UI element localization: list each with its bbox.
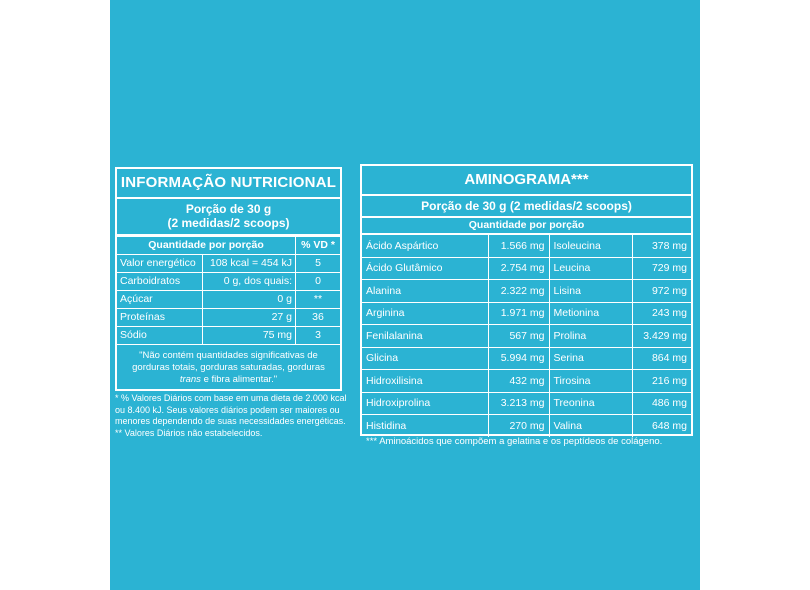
amino-name: Tirosina [548, 369, 633, 393]
amino-name: Ácido Glutâmico [362, 256, 489, 280]
nutrient-name: Proteínas [117, 308, 204, 327]
note-text-2: e fibra alimentar." [200, 374, 278, 385]
nutrition-note: "Não contém quantidades significativas d… [117, 345, 340, 390]
aminogram-rows: Ácido Aspártico 1.566 mg Isoleucina 378 … [362, 234, 691, 437]
table-row: Hidroxiprolina 3.213 mg Treonina 486 mg [362, 391, 691, 415]
amino-value: 3.429 mg [632, 324, 691, 348]
nutrition-portion: Porção de 30 g (2 medidas/2 scoops) [117, 199, 340, 236]
table-row: Açúcar 0 g ** [117, 290, 340, 309]
amino-value: 486 mg [632, 391, 691, 415]
amino-value: 567 mg [487, 324, 550, 348]
table-row: Fenilalanina 567 mg Prolina 3.429 mg [362, 324, 691, 348]
amino-value: 432 mg [487, 369, 550, 393]
amino-name: Alanina [362, 279, 489, 303]
footnote-daily-values: * % Valores Diários com base em uma diet… [115, 393, 347, 426]
nutrition-rows: Quantidade por porção % VD * Valor energ… [117, 236, 340, 345]
table-row: Ácido Aspártico 1.566 mg Isoleucina 378 … [362, 234, 691, 258]
nutrient-name: Carboidratos [117, 272, 204, 291]
amino-name: Lisina [548, 279, 633, 303]
nutrition-title: INFORMAÇÃO NUTRICIONAL [117, 169, 340, 199]
header-quantity: Quantidade por porção [117, 236, 296, 255]
aminogram-table: AMINOGRAMA*** Porção de 30 g (2 medidas/… [360, 164, 693, 437]
amino-name: Fenilalanina [362, 324, 489, 348]
nutrition-header-row: Quantidade por porção % VD * [117, 236, 340, 255]
nutrient-value: 27 g [202, 308, 296, 327]
amino-value: 216 mg [632, 369, 691, 393]
note-trans: trans [179, 374, 201, 385]
nutrient-vd: 36 [295, 308, 340, 327]
amino-name: Histidina [362, 414, 489, 437]
amino-value: 1.971 mg [487, 301, 550, 325]
aminogram-subhead: Quantidade por porção [362, 218, 691, 234]
amino-value: 3.213 mg [487, 391, 550, 415]
amino-name: Leucina [548, 256, 633, 280]
nutrient-name: Açúcar [117, 290, 204, 309]
header-vd: % VD * [295, 236, 340, 255]
amino-name: Hidroxilisina [362, 369, 489, 393]
portion-line-2: (2 medidas/2 scoops) [167, 216, 290, 230]
nutrient-value: 0 g [202, 290, 296, 309]
table-row: Glicina 5.994 mg Serina 864 mg [362, 346, 691, 370]
nutrition-footnotes: * % Valores Diários com base em uma diet… [115, 393, 347, 439]
note-text-1: "Não contém quantidades significativas d… [132, 350, 325, 373]
table-row: Arginina 1.971 mg Metionina 243 mg [362, 301, 691, 325]
amino-name: Arginina [362, 301, 489, 325]
table-row: Histidina 270 mg Valina 648 mg [362, 414, 691, 437]
amino-name: Prolina [548, 324, 633, 348]
table-row: Hidroxilisina 432 mg Tirosina 216 mg [362, 369, 691, 393]
amino-value: 648 mg [632, 414, 691, 437]
amino-name: Serina [548, 346, 633, 370]
amino-name: Valina [548, 414, 633, 437]
table-row: Alanina 2.322 mg Lisina 972 mg [362, 279, 691, 303]
nutrient-vd: 3 [295, 326, 340, 345]
amino-name: Ácido Aspártico [362, 234, 489, 258]
amino-value: 729 mg [632, 256, 691, 280]
nutrient-vd: 0 [295, 272, 340, 291]
amino-value: 864 mg [632, 346, 691, 370]
amino-value: 5.994 mg [487, 346, 550, 370]
footnote-not-established: ** Valores Diários não estabelecidos. [115, 427, 263, 438]
table-row: Valor energético 108 kcal = 454 kJ 5 [117, 254, 340, 273]
table-row: Sódio 75 mg 3 [117, 326, 340, 345]
amino-name: Treonina [548, 391, 633, 415]
amino-name: Isoleucina [548, 234, 633, 258]
amino-value: 378 mg [632, 234, 691, 258]
amino-name: Hidroxiprolina [362, 391, 489, 415]
table-row: Ácido Glutâmico 2.754 mg Leucina 729 mg [362, 256, 691, 280]
amino-value: 243 mg [632, 301, 691, 325]
nutrient-vd: 5 [295, 254, 340, 273]
nutrient-value: 75 mg [202, 326, 296, 345]
nutrient-name: Valor energético [117, 254, 204, 273]
amino-value: 2.754 mg [487, 256, 550, 280]
aminogram-portion: Porção de 30 g (2 medidas/2 scoops) [362, 196, 691, 218]
amino-value: 1.566 mg [487, 234, 550, 258]
aminogram-footnote: *** Aminoácidos que compõem a gelatina e… [366, 436, 663, 447]
nutrient-value: 0 g, dos quais: [202, 272, 296, 291]
table-row: Carboidratos 0 g, dos quais: 0 [117, 272, 340, 291]
nutrient-value: 108 kcal = 454 kJ [202, 254, 296, 273]
portion-line-1: Porção de 30 g [185, 202, 272, 216]
amino-value: 972 mg [632, 279, 691, 303]
nutrition-facts-table: INFORMAÇÃO NUTRICIONAL Porção de 30 g (2… [115, 167, 342, 391]
aminogram-title: AMINOGRAMA*** [362, 166, 691, 196]
amino-name: Metionina [548, 301, 633, 325]
amino-value: 270 mg [487, 414, 550, 437]
nutrient-name: Sódio [117, 326, 204, 345]
amino-name: Glicina [362, 346, 489, 370]
nutrient-vd: ** [295, 290, 340, 309]
amino-value: 2.322 mg [487, 279, 550, 303]
table-row: Proteínas 27 g 36 [117, 308, 340, 327]
